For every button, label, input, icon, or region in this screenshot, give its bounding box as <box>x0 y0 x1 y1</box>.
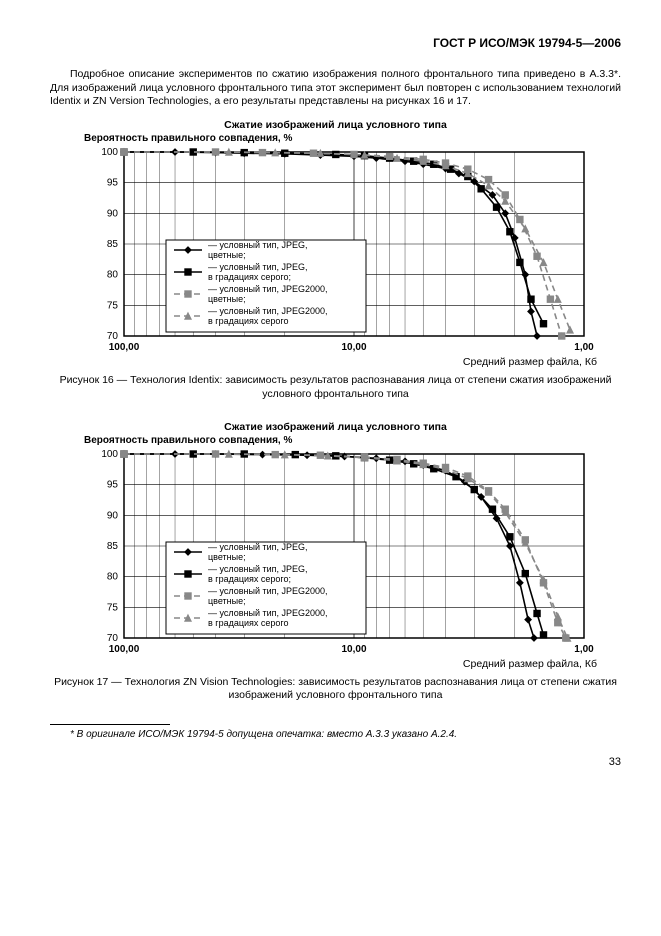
svg-text:— условный тип, JPEG,: — условный тип, JPEG, <box>208 240 308 250</box>
svg-text:в градациях серого;: в градациях серого; <box>208 574 291 584</box>
svg-text:100: 100 <box>101 147 118 158</box>
footnote-rule <box>50 724 170 725</box>
svg-text:85: 85 <box>106 541 118 552</box>
figure-16-caption: Рисунок 16 — Технология Identix: зависим… <box>50 374 621 400</box>
svg-text:цветные;: цветные; <box>208 596 246 606</box>
figure-16-xlabel: Средний размер файла, Кб <box>50 356 597 368</box>
figure-17-title: Сжатие изображений лица условного типа <box>50 421 621 433</box>
svg-text:— условный тип, JPEG2000,: — условный тип, JPEG2000, <box>208 608 328 618</box>
svg-text:в градациях серого: в градациях серого <box>208 618 289 628</box>
svg-text:80: 80 <box>106 571 118 582</box>
svg-text:1,00: 1,00 <box>574 644 594 655</box>
document-header: ГОСТ Р ИСО/МЭК 19794-5—2006 <box>50 36 621 50</box>
figure-16-ylabel: Вероятность правильного совпадения, % <box>84 133 621 144</box>
svg-text:— условный тип, JPEG2000,: — условный тип, JPEG2000, <box>208 284 328 294</box>
svg-text:95: 95 <box>106 479 118 490</box>
svg-text:1,00: 1,00 <box>574 342 594 353</box>
svg-text:100,00: 100,00 <box>108 342 139 353</box>
figure-17-caption: Рисунок 17 — Технология ZN Vision Techno… <box>50 676 621 702</box>
figure-16-chart: 70 75 80 85 90 95 100 100,00 10,00 1,00 — условный… <box>76 146 596 354</box>
svg-text:70: 70 <box>106 633 118 644</box>
svg-text:в градациях серого;: в градациях серого; <box>208 272 291 282</box>
svg-text:80: 80 <box>106 270 118 281</box>
svg-text:— условный тип, JPEG,: — условный тип, JPEG, <box>208 542 308 552</box>
page-number: 33 <box>50 756 621 768</box>
svg-text:— условный тип, JPEG,: — условный тип, JPEG, <box>208 262 308 272</box>
figure-16-block: Сжатие изображений лица условного типа В… <box>50 119 621 400</box>
figure-17-xlabel: Средний размер файла, Кб <box>50 658 597 670</box>
svg-text:90: 90 <box>106 510 118 521</box>
figure-16-title: Сжатие изображений лица условного типа <box>50 119 621 131</box>
svg-text:— условный тип, JPEG,: — условный тип, JPEG, <box>208 564 308 574</box>
svg-text:цветные;: цветные; <box>208 552 246 562</box>
svg-text:10,00: 10,00 <box>341 342 366 353</box>
svg-text:95: 95 <box>106 178 118 189</box>
footnote: * В оригинале ИСО/МЭК 19794-5 допущена о… <box>50 729 621 740</box>
svg-text:85: 85 <box>106 239 118 250</box>
svg-text:цветные;: цветные; <box>208 250 246 260</box>
svg-text:— условный тип, JPEG2000,: — условный тип, JPEG2000, <box>208 586 328 596</box>
figure-17-chart: 70 75 80 85 90 95 100 100,00 10,00 1,00 — условный… <box>76 448 596 656</box>
svg-text:— условный тип, JPEG2000,: — условный тип, JPEG2000, <box>208 306 328 316</box>
figure-17-ylabel: Вероятность правильного совпадения, % <box>84 435 621 446</box>
figure-17-block: Сжатие изображений лица условного типа В… <box>50 421 621 702</box>
svg-text:цветные;: цветные; <box>208 294 246 304</box>
svg-text:в градациях серого: в градациях серого <box>208 316 289 326</box>
svg-text:75: 75 <box>106 602 118 613</box>
svg-text:90: 90 <box>106 209 118 220</box>
svg-text:100: 100 <box>101 449 118 460</box>
svg-text:100,00: 100,00 <box>108 644 139 655</box>
svg-text:10,00: 10,00 <box>341 644 366 655</box>
svg-text:75: 75 <box>106 301 118 312</box>
svg-text:70: 70 <box>106 331 118 342</box>
intro-paragraph: Подробное описание экспериментов по сжат… <box>50 68 621 109</box>
